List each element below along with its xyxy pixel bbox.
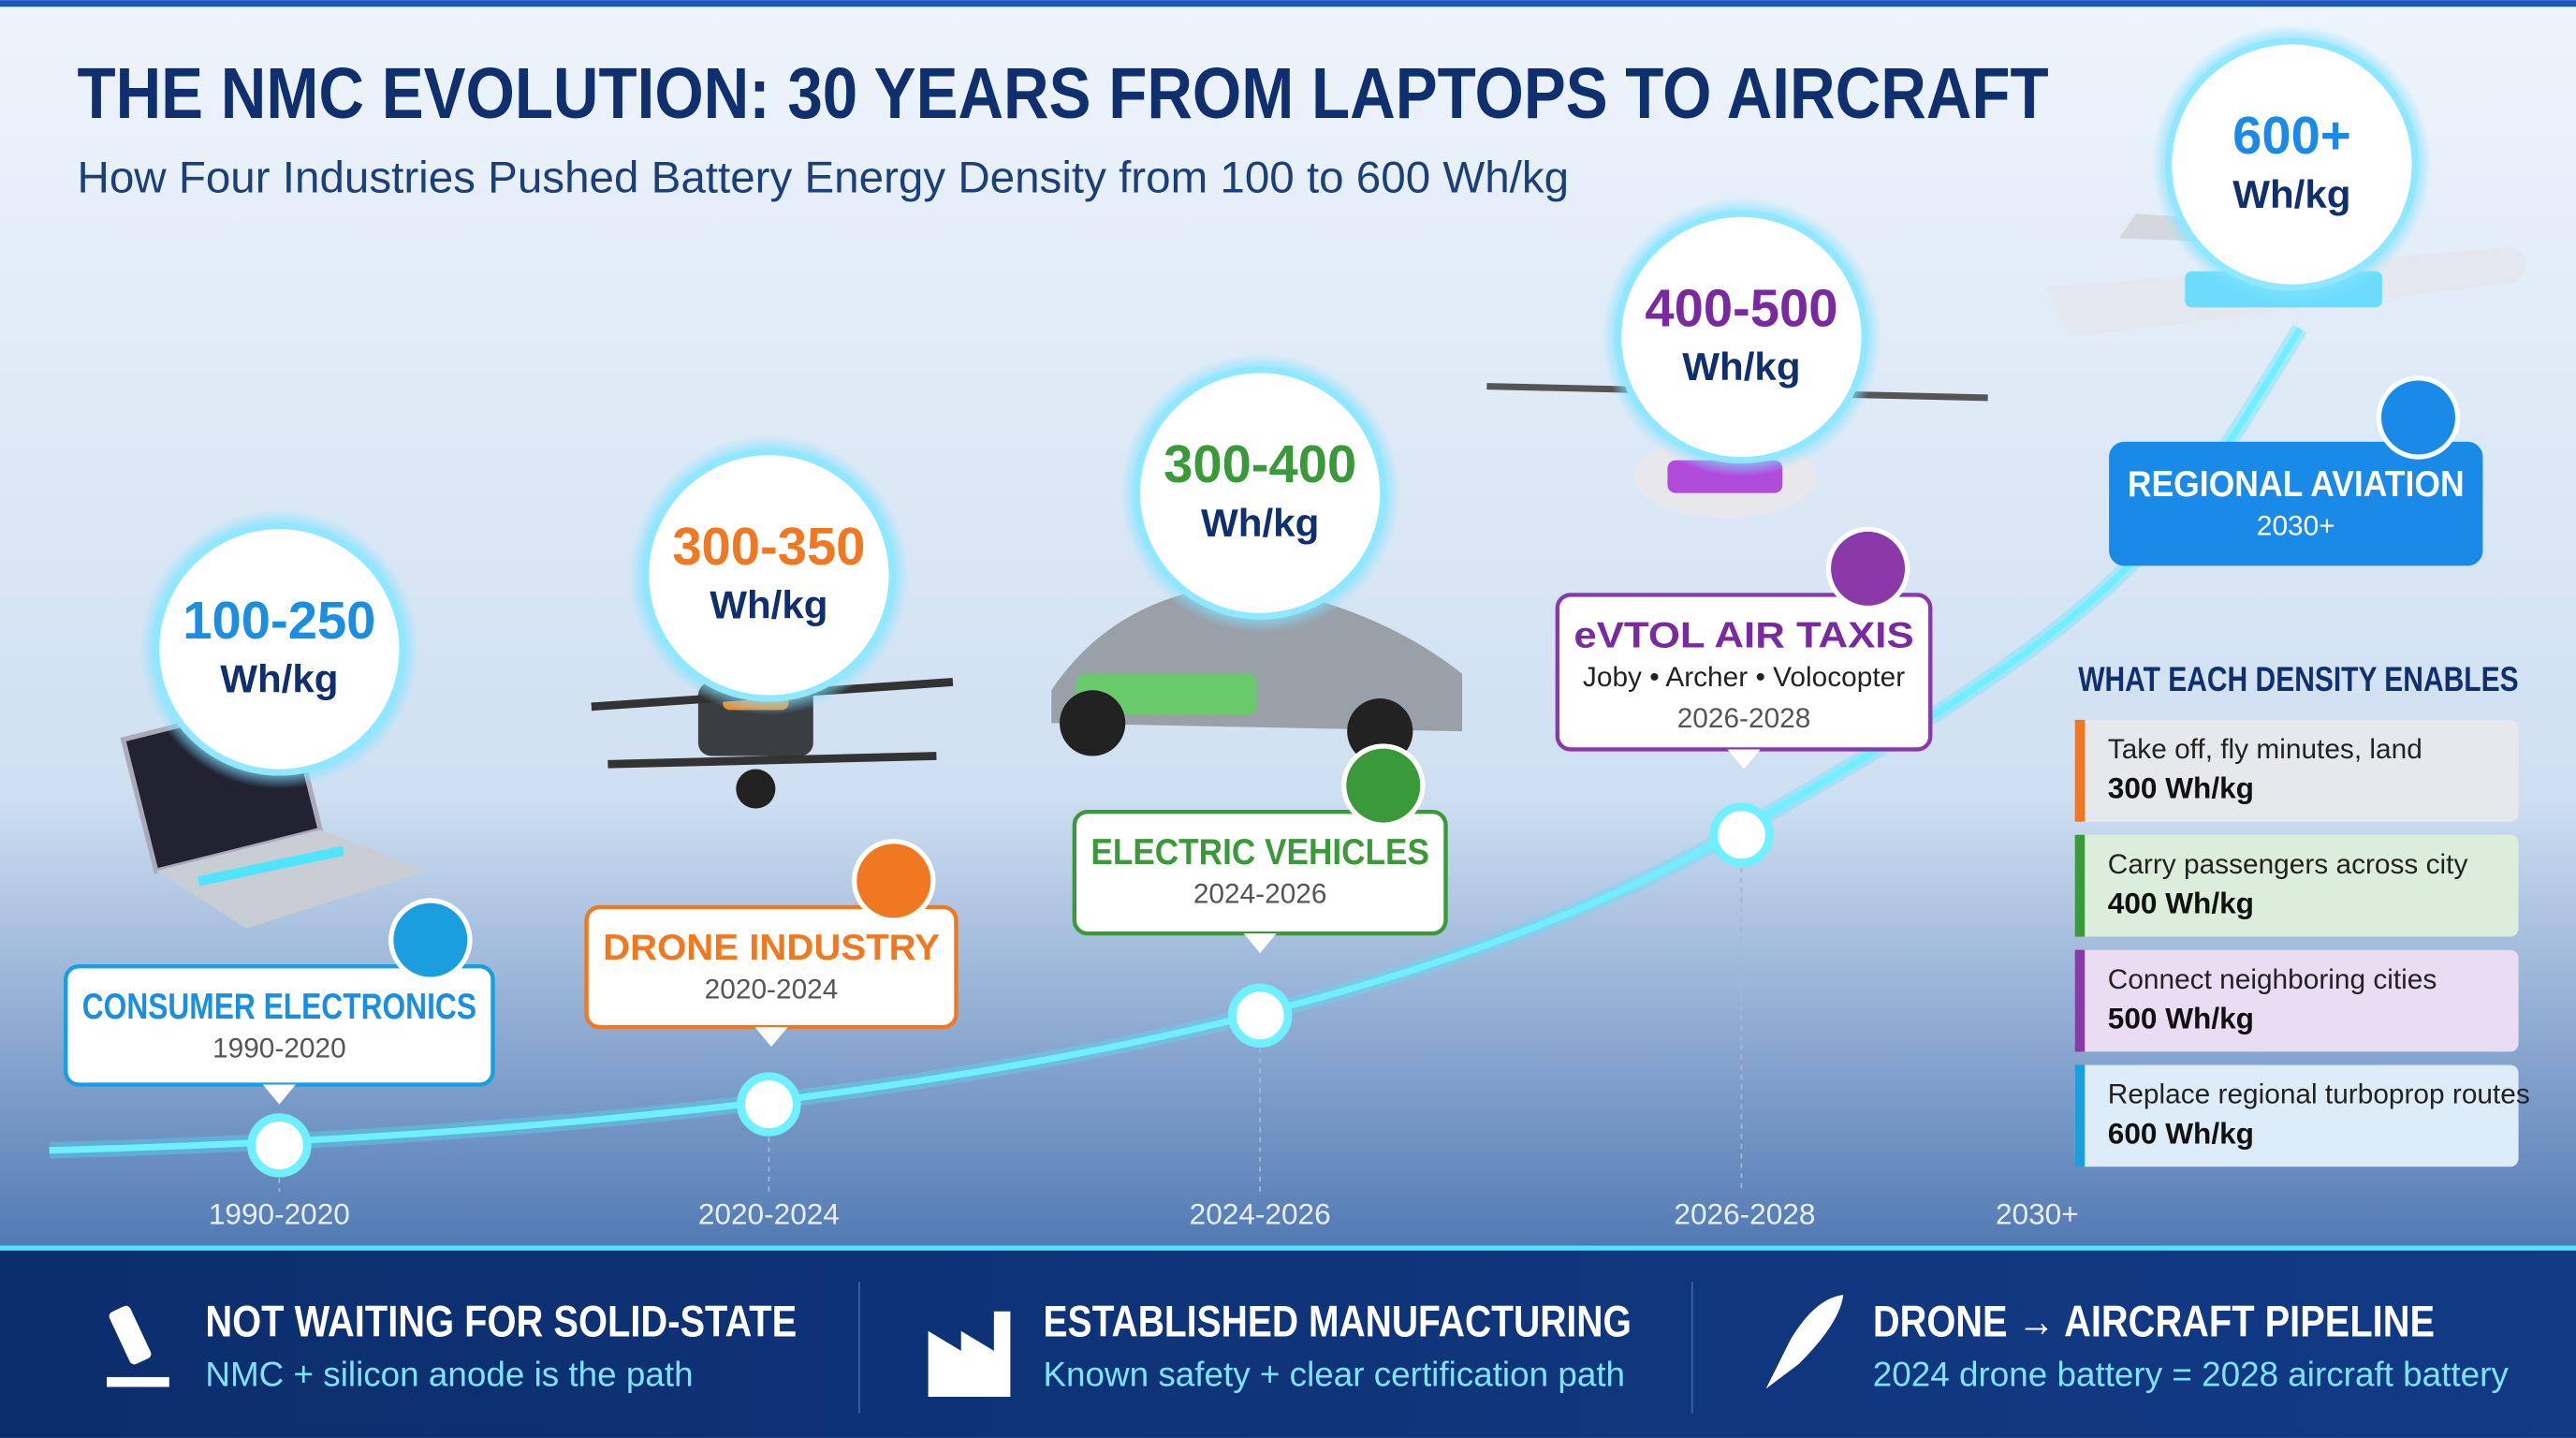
density-bubble (642, 448, 896, 702)
industry-callout (1072, 809, 1448, 936)
enable-card (2074, 719, 2519, 822)
industry-years: 1990-2020 (212, 1034, 346, 1064)
enable-card (2074, 834, 2519, 937)
industry-name: eVTOL AIR TAXIS (1573, 615, 1913, 655)
industry-name: ELECTRIC VEHICLES (1090, 832, 1429, 873)
enable-accent (2074, 834, 2086, 937)
footer-band (0, 1249, 2576, 1438)
industry-name: CONSUMER ELECTRONICS (82, 987, 476, 1027)
footer-text: NMC + silicon anode is the path (205, 1356, 693, 1394)
footer-text: 2024 drone battery = 2028 aircraft batte… (1873, 1356, 2510, 1394)
density-bubble (1134, 366, 1387, 620)
industry-name: REGIONAL AVIATION (2128, 464, 2465, 505)
enable-card (2074, 949, 2519, 1052)
density-unit: Wh/kg (1682, 345, 1800, 389)
subtitle: How Four Industries Pushed Battery Energ… (77, 154, 1569, 203)
timeline-node (737, 1072, 801, 1137)
industry-years: 2030+ (2257, 510, 2335, 541)
industry-icon (388, 898, 473, 982)
industry-icon (852, 839, 936, 923)
footer-icon-factory (928, 1311, 1011, 1397)
timeline-label: 2026-2028 (1674, 1196, 1815, 1230)
density-bubble (1615, 210, 1868, 464)
industry-years: 2020-2024 (705, 974, 839, 1005)
density-unit: Wh/kg (1201, 501, 1319, 545)
industry-years: 2026-2028 (1677, 703, 1811, 734)
timeline-label: 1990-2020 (209, 1196, 350, 1230)
enable-text: Replace regional turboprop routes (2108, 1079, 2530, 1110)
footer-title: DRONE → AIRCRAFT PIPELINE (1873, 1297, 2435, 1346)
footer-title: NOT WAITING FOR SOLID-STATE (205, 1297, 797, 1346)
footer-rule (0, 1245, 2576, 1251)
enable-accent (2074, 719, 2086, 822)
industry-detail: Joby • Archer • Volocopter (1583, 662, 1905, 693)
density-bubble (153, 522, 406, 776)
enable-density: 400 Wh/kg (2108, 887, 2254, 920)
density-value: 100-250 (183, 591, 375, 650)
footer-icon-microscope (107, 1305, 169, 1387)
density-value: 400-500 (1645, 278, 1837, 337)
callout-pointer (754, 1027, 788, 1048)
timeline-label: 2024-2026 (1190, 1196, 1331, 1230)
enable-text: Connect neighboring cities (2108, 964, 2437, 995)
callout-pointer (1727, 749, 1761, 770)
timeline-label: 2020-2024 (698, 1196, 840, 1230)
enable-text: Take off, fly minutes, land (2108, 734, 2422, 765)
enable-density: 300 Wh/kg (2108, 771, 2254, 805)
density-unit: Wh/kg (2232, 172, 2350, 216)
callout-pointer (1243, 933, 1277, 954)
enable-text: Carry passengers across city (2108, 849, 2468, 880)
density-bubble (2165, 37, 2419, 291)
enable-card (2074, 1064, 2519, 1167)
industry-icon (1825, 526, 1910, 611)
enable-density: 500 Wh/kg (2108, 1001, 2254, 1034)
industry-years: 2024-2026 (1193, 879, 1327, 910)
density-value: 600+ (2232, 106, 2351, 165)
industry-icon (1341, 743, 1426, 828)
industry-name: DRONE INDUSTRY (603, 928, 940, 968)
density-value: 300-350 (672, 517, 865, 576)
car-illustration (1051, 583, 1463, 765)
enable-accent (2074, 1064, 2086, 1167)
title: THE NMC EVOLUTION: 30 YEARS FROM LAPTOPS… (77, 53, 2048, 134)
timeline-node (1227, 983, 1293, 1049)
industry-callout (2109, 441, 2483, 566)
enable-accent (2074, 949, 2086, 1052)
industry-callout (1555, 593, 1933, 752)
density-unit: Wh/kg (710, 583, 827, 627)
density-unit: Wh/kg (220, 657, 338, 701)
footer-title: ESTABLISHED MANUFACTURING (1043, 1297, 1631, 1346)
footer-text: Known safety + clear certification path (1043, 1356, 1625, 1394)
timeline-label: 2030+ (1996, 1196, 2079, 1230)
top-bar (0, 0, 2576, 7)
industry-icon (2376, 375, 2461, 460)
enable-density: 600 Wh/kg (2108, 1116, 2254, 1150)
density-value: 300-400 (1164, 434, 1356, 493)
timeline-node (1709, 802, 1774, 867)
footer-icon-rocket (1765, 1295, 1844, 1389)
enables-title: WHAT EACH DENSITY ENABLES (2078, 660, 2518, 698)
timeline-node (247, 1113, 312, 1178)
callout-pointer (262, 1084, 296, 1105)
